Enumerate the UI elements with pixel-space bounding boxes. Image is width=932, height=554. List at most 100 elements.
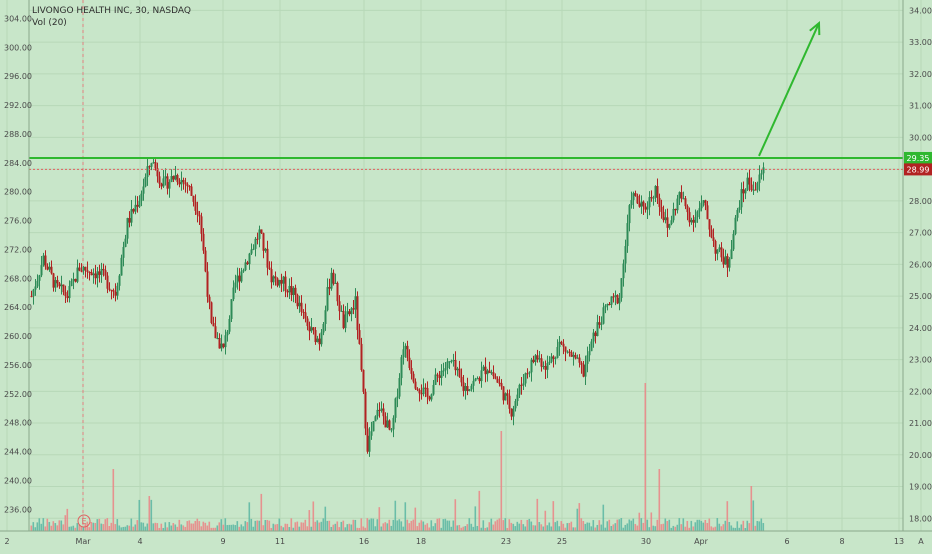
volume-bar bbox=[414, 507, 417, 531]
candle-body bbox=[32, 289, 35, 297]
candle-body bbox=[472, 380, 475, 386]
candle-body bbox=[154, 162, 157, 169]
candle-body bbox=[556, 347, 559, 358]
volume-bar bbox=[78, 524, 81, 531]
candle-body bbox=[558, 341, 561, 348]
volume-bar bbox=[242, 526, 245, 531]
candle-body bbox=[560, 341, 563, 344]
left-axis-tick-label: 300.00 bbox=[4, 43, 32, 52]
volume-bar bbox=[620, 518, 623, 531]
volume-bar bbox=[604, 527, 607, 531]
volume-bar bbox=[288, 527, 291, 531]
volume-bar bbox=[700, 520, 703, 531]
candle-body bbox=[250, 249, 253, 254]
volume-bar bbox=[582, 521, 585, 531]
candle-body bbox=[644, 206, 647, 210]
volume-bar bbox=[714, 526, 717, 531]
volume-bar bbox=[428, 527, 431, 531]
volume-bar bbox=[390, 525, 393, 531]
candle-body bbox=[576, 357, 579, 359]
volume-bar bbox=[552, 501, 555, 531]
candle-body bbox=[188, 186, 191, 188]
candle-body bbox=[160, 183, 163, 187]
left-axis-tick-label: 244.00 bbox=[4, 448, 32, 457]
volume-bar bbox=[298, 526, 301, 531]
volume-bar bbox=[718, 523, 721, 531]
left-axis-tick-label: 252.00 bbox=[4, 390, 32, 399]
candle-body bbox=[516, 394, 519, 402]
candle-body bbox=[216, 337, 219, 339]
candle-body bbox=[278, 279, 281, 286]
candle-body bbox=[632, 193, 635, 201]
volume-bar bbox=[678, 518, 681, 531]
volume-bar bbox=[356, 527, 359, 531]
volume-bar bbox=[220, 519, 223, 531]
volume-bar bbox=[618, 519, 621, 531]
candle-body bbox=[114, 291, 117, 296]
candle-body bbox=[546, 363, 549, 370]
volume-bar bbox=[684, 526, 687, 531]
candle-body bbox=[324, 310, 327, 325]
candle-body bbox=[384, 416, 387, 428]
candle-body bbox=[100, 268, 103, 275]
candlesticks bbox=[30, 157, 765, 457]
volume-bar bbox=[300, 522, 303, 531]
candle-body bbox=[688, 212, 691, 223]
candle-body bbox=[392, 417, 395, 430]
left-axis-tick-label: 280.00 bbox=[4, 188, 32, 197]
volume-bar bbox=[118, 525, 121, 531]
volume-bar bbox=[520, 519, 523, 531]
volume-bar bbox=[644, 383, 647, 531]
candle-body bbox=[672, 208, 675, 221]
candle-body bbox=[404, 345, 407, 350]
candle-body bbox=[570, 352, 573, 357]
candle-body bbox=[442, 370, 445, 372]
volume-bar bbox=[650, 512, 653, 531]
candle-body bbox=[622, 263, 625, 279]
volume-bar bbox=[512, 523, 515, 531]
volume-bar bbox=[264, 520, 267, 531]
volume-bar bbox=[240, 524, 243, 531]
volume-bar bbox=[294, 522, 297, 531]
volume-bar bbox=[532, 525, 535, 531]
candle-body bbox=[670, 220, 673, 225]
volume-bar bbox=[628, 519, 631, 531]
candle-body bbox=[468, 389, 471, 391]
candle-body bbox=[736, 209, 739, 218]
candle-body bbox=[386, 420, 389, 428]
candle-body bbox=[526, 373, 529, 375]
candle-body bbox=[182, 179, 185, 183]
candle-body bbox=[200, 216, 203, 234]
volume-bar bbox=[202, 521, 205, 531]
volume-bar bbox=[458, 524, 461, 531]
candle-body bbox=[276, 278, 279, 286]
candle-body bbox=[74, 278, 77, 282]
candle-body bbox=[488, 370, 491, 374]
volume-bar bbox=[734, 527, 737, 531]
candle-body bbox=[348, 311, 351, 315]
candle-body bbox=[356, 296, 359, 331]
candle-body bbox=[638, 203, 641, 207]
right-axis-tick-label: 26.00 bbox=[909, 260, 932, 269]
candle-body bbox=[304, 312, 307, 319]
volume-bar bbox=[762, 523, 765, 531]
volume-bar bbox=[350, 524, 353, 531]
candle-body bbox=[552, 356, 555, 359]
candle-body bbox=[752, 189, 755, 191]
volume-bar bbox=[464, 526, 467, 531]
volume-bar bbox=[638, 512, 641, 531]
candle-body bbox=[682, 198, 685, 200]
candle-body bbox=[126, 218, 129, 239]
candle-body bbox=[92, 273, 95, 276]
volume-bar bbox=[164, 522, 167, 531]
candle-body bbox=[590, 341, 593, 352]
candle-body bbox=[338, 301, 341, 312]
volume-bar bbox=[34, 527, 37, 531]
right-axis-tick-label: 24.00 bbox=[909, 324, 932, 333]
volume-bar bbox=[238, 526, 241, 531]
candle-body bbox=[408, 357, 411, 368]
volume-bar bbox=[576, 508, 579, 531]
candle-body bbox=[666, 217, 669, 228]
